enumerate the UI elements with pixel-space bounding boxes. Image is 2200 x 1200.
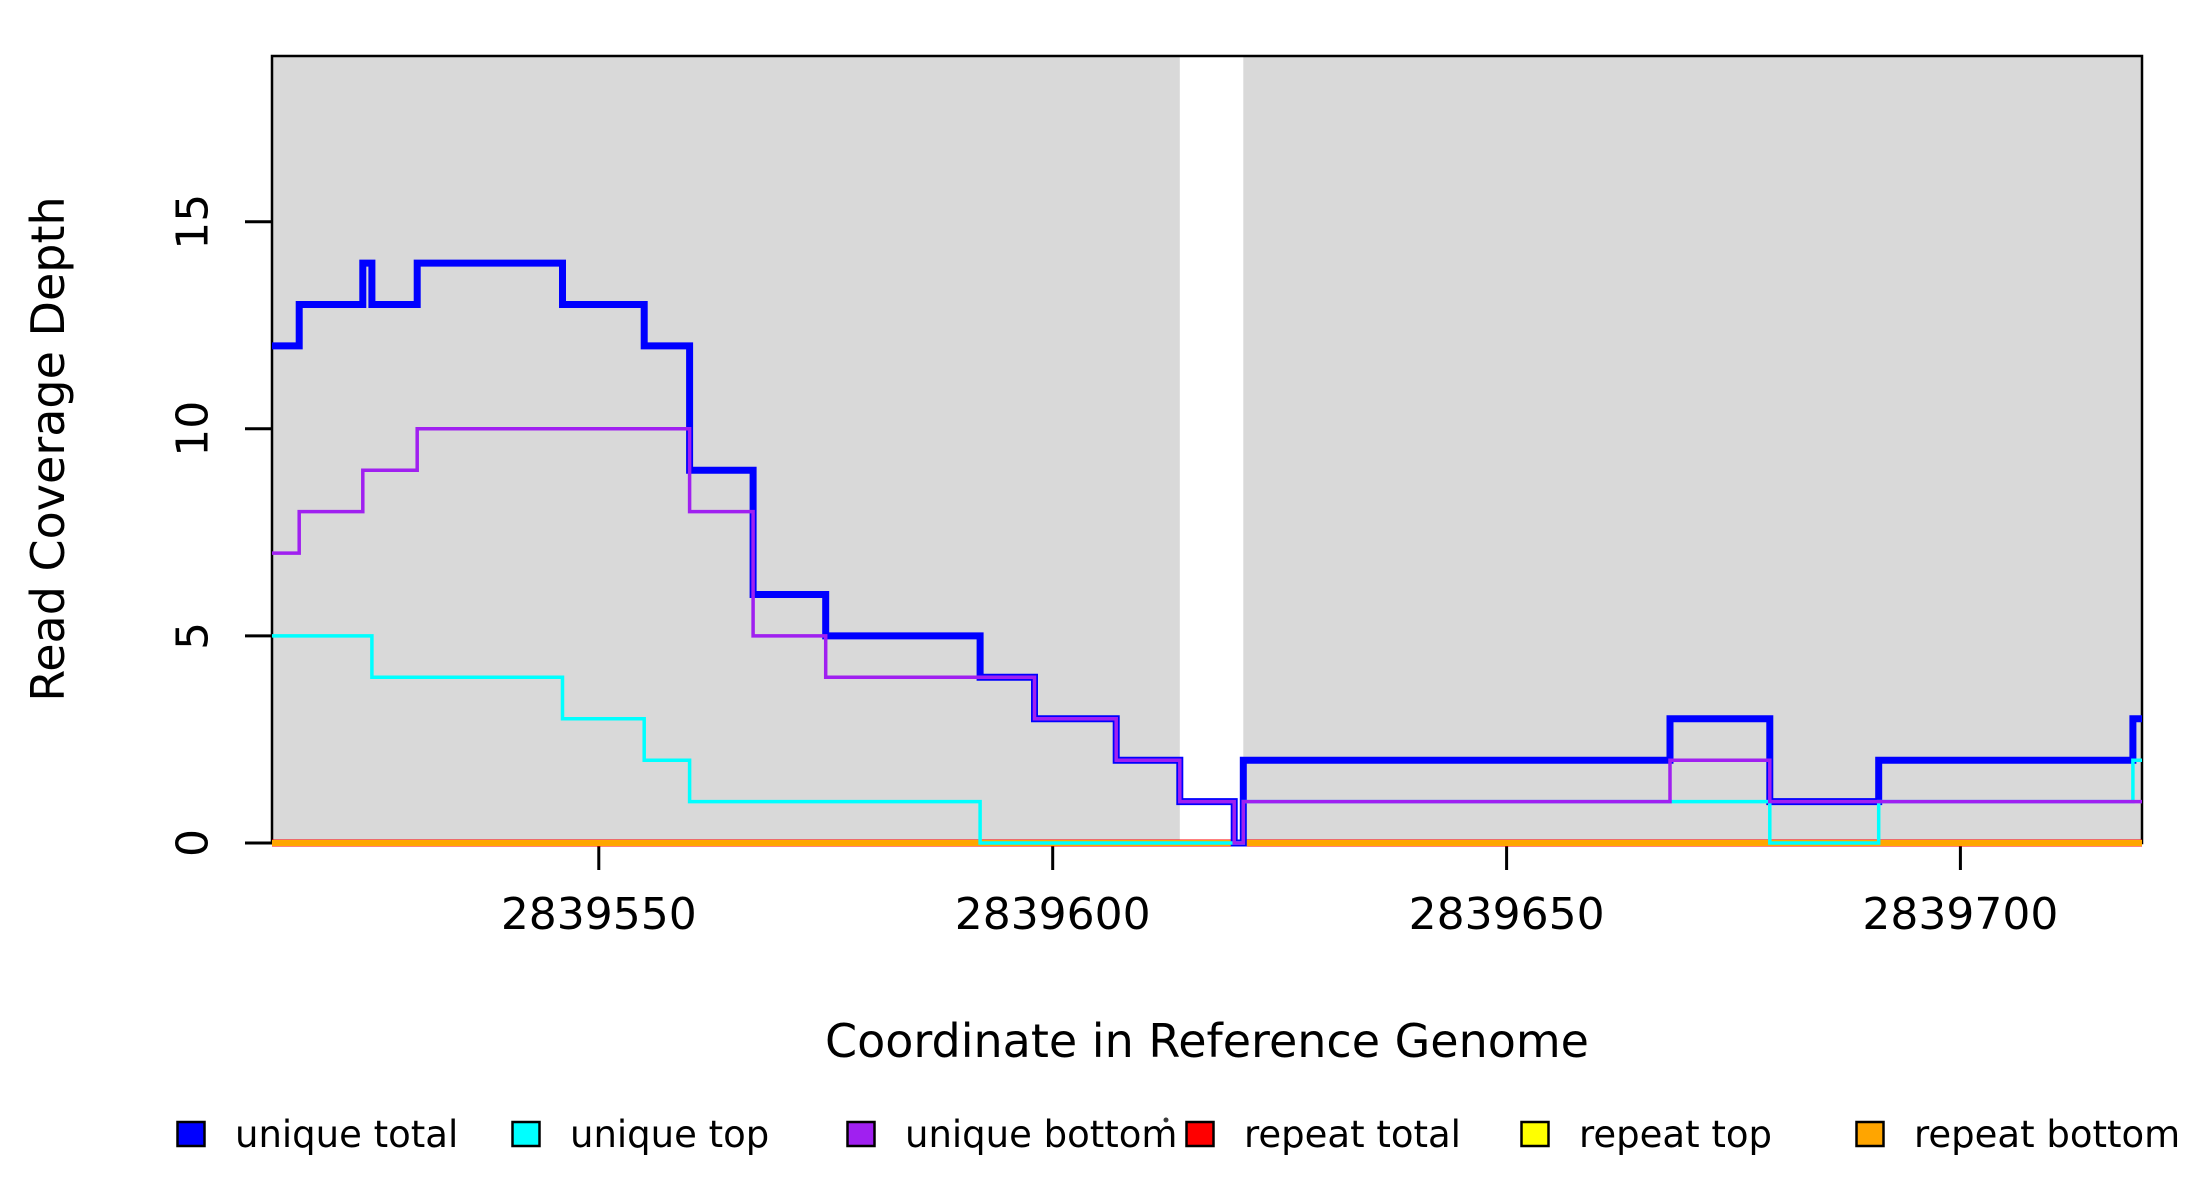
legend-swatch-repeat-top [1520, 1120, 1550, 1148]
stray-mark [1163, 1117, 1169, 1123]
legend-item-unique-bottom: unique bottom [846, 1113, 1177, 1156]
x-tick-label: 2839650 [1409, 889, 1605, 940]
legend-item-unique-total: unique total [176, 1113, 458, 1156]
legend: unique total unique top unique bottom repea… [176, 1113, 2180, 1156]
legend-swatch-unique-total [176, 1120, 206, 1148]
y-axis-title: Read Coverage Depth [21, 196, 75, 701]
series-lines [272, 259, 2142, 847]
legend-swatch-unique-top [511, 1120, 541, 1148]
axes: 2839550 2839600 2839650 2839700 0 5 10 15 [168, 54, 2144, 940]
legend-label: unique bottom [905, 1113, 1177, 1156]
legend-label: unique total [235, 1113, 458, 1156]
legend-swatch-repeat-total [1185, 1120, 1215, 1148]
series-line-unique-bottom [272, 427, 2142, 845]
legend-label: repeat top [1579, 1113, 1772, 1156]
legend-item-repeat-total: repeat total [1185, 1113, 1461, 1156]
legend-label: repeat total [1244, 1113, 1461, 1156]
plot-panel [272, 56, 2142, 843]
legend-item-repeat-top: repeat top [1520, 1113, 1772, 1156]
x-tick-label: 2839550 [501, 889, 697, 940]
x-tick-label: 2839700 [1862, 889, 2058, 940]
y-tick-label: 5 [168, 622, 219, 650]
y-tick-label: 10 [168, 401, 219, 457]
x-axis-title: Coordinate in Reference Genome [825, 1014, 1589, 1068]
y-tick-label: 0 [168, 829, 219, 857]
y-tick-label: 15 [168, 194, 219, 250]
aligned-region-shading [272, 56, 1180, 843]
aligned-region-shading [1243, 56, 2142, 843]
legend-label: repeat bottom [1914, 1113, 2180, 1156]
legend-swatch-unique-bottom [846, 1120, 876, 1148]
legend-item-unique-top: unique top [511, 1113, 769, 1156]
x-tick-label: 2839600 [955, 889, 1151, 940]
legend-label: unique top [570, 1113, 769, 1156]
legend-item-repeat-bottom: repeat bottom [1855, 1113, 2180, 1156]
series-line-unique-top [272, 634, 2142, 845]
series-line-unique-total [272, 259, 2142, 847]
legend-swatch-repeat-bottom [1855, 1120, 1885, 1148]
